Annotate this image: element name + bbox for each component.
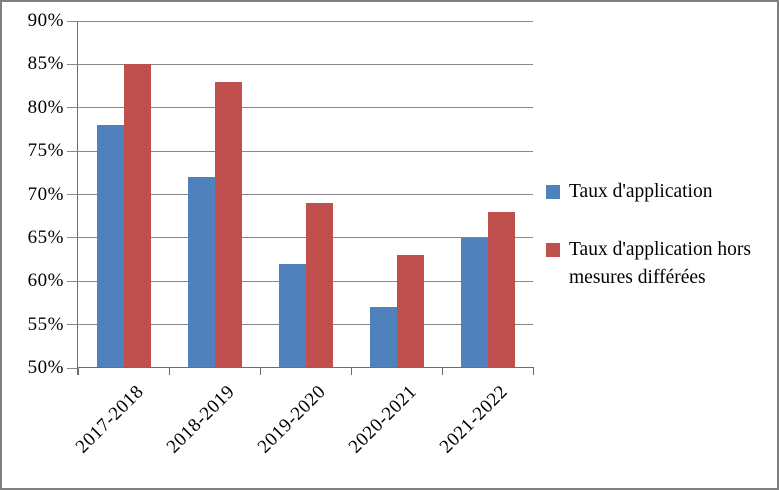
- gridline-80%: [78, 107, 533, 109]
- x-tick: [441, 368, 443, 375]
- y-axis-label: 60%: [27, 270, 64, 292]
- y-tick-55%: [67, 324, 78, 326]
- x-axis-label: 2020-2021: [344, 381, 421, 458]
- gridline-75%: [78, 150, 533, 152]
- plot-area: [78, 20, 533, 368]
- bar-group-2017-2018: [78, 21, 169, 368]
- legend: Taux d'application Taux d'application hor…: [546, 178, 777, 292]
- bar-group-2018-2019: [169, 21, 260, 368]
- y-axis-label: 65%: [27, 226, 64, 248]
- y-tick-90%: [67, 20, 78, 22]
- bar-series2-2021-2022: [487, 211, 515, 368]
- y-tick-60%: [67, 280, 78, 282]
- bar-group-2021-2022: [442, 21, 533, 368]
- x-tick: [77, 368, 79, 375]
- legend-swatch-icon: [546, 243, 560, 257]
- y-axis-label: 50%: [27, 357, 64, 378]
- bar-series1-2021-2022: [460, 237, 488, 368]
- y-tick-70%: [67, 194, 78, 195]
- y-axis-line: [77, 21, 78, 375]
- x-tick: [168, 368, 170, 375]
- bar-series1-2020-2021: [369, 307, 397, 368]
- bar-series2-2018-2019: [214, 81, 242, 368]
- legend-item-series1: Taux d'application: [546, 178, 777, 206]
- y-axis-label: 90%: [27, 10, 64, 31]
- x-axis-label: 2021-2022: [435, 381, 512, 458]
- bar-series2-2019-2020: [305, 203, 333, 368]
- bar-group-2020-2021: [351, 21, 442, 368]
- x-tick: [532, 368, 534, 375]
- bar-series1-2018-2019: [187, 177, 215, 368]
- x-tick: [350, 368, 352, 375]
- x-axis-label: 2018-2019: [162, 381, 239, 458]
- bar-series2-2020-2021: [396, 255, 424, 368]
- gridline-70%: [78, 194, 533, 195]
- y-axis-label: 85%: [27, 53, 64, 75]
- y-tick-65%: [67, 237, 78, 239]
- y-tick-85%: [67, 63, 78, 65]
- legend-swatch-icon: [546, 185, 560, 199]
- bar-series1-2019-2020: [278, 263, 306, 368]
- y-axis-label: 55%: [27, 313, 64, 335]
- gridline-90%: [78, 20, 533, 22]
- y-tick-75%: [67, 150, 78, 152]
- bar-series2-2017-2018: [123, 64, 151, 368]
- y-tick-50%: [67, 367, 78, 369]
- x-axis-label: 2019-2020: [253, 381, 330, 458]
- legend-item-series2: Taux d'application hors mesures différée…: [546, 236, 777, 292]
- y-axis-label: 75%: [27, 140, 64, 162]
- legend-label: Taux d'application: [569, 181, 713, 202]
- y-tick-80%: [67, 107, 78, 109]
- x-axis-line: [78, 367, 534, 368]
- gridline-85%: [78, 63, 533, 65]
- x-tick: [259, 368, 261, 375]
- legend-label: Taux d'application hors mesures différée…: [569, 239, 751, 288]
- y-axis-label: 80%: [27, 96, 64, 118]
- y-axis-label: 70%: [27, 183, 64, 205]
- x-axis-label: 2017-2018: [71, 381, 148, 458]
- bar-series1-2017-2018: [96, 125, 124, 368]
- bar-group-2019-2020: [260, 21, 351, 368]
